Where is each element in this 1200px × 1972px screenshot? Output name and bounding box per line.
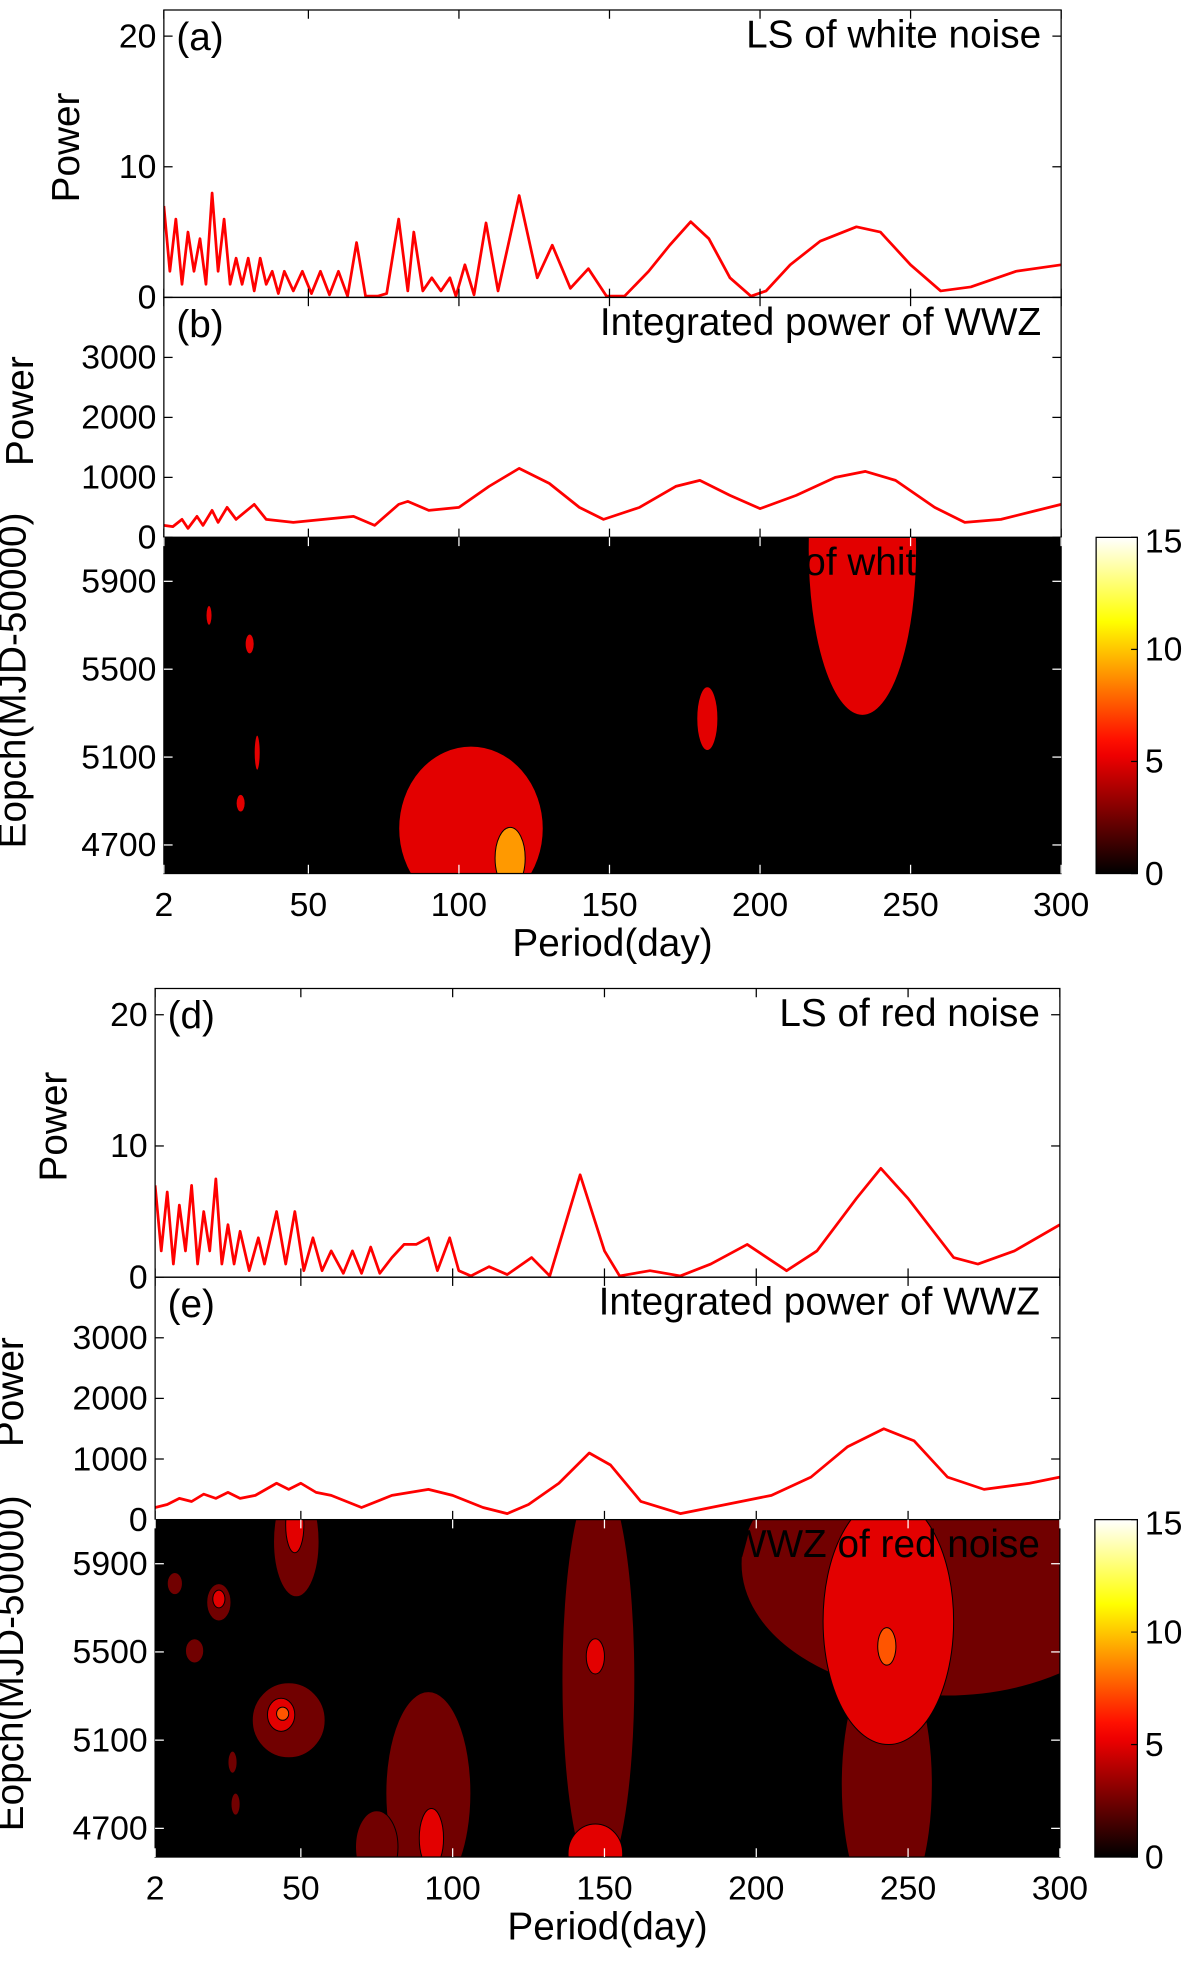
x-tick-label: 50 (290, 886, 328, 924)
contour-region (418, 1808, 445, 1858)
colorbar-tick-label: 5 (1145, 743, 1164, 781)
x-tick-label: 2 (154, 886, 173, 924)
contour-region (561, 1519, 636, 1858)
line (163, 191, 1062, 298)
contour-region (205, 604, 213, 626)
y-tick-label: 2000 (73, 1380, 148, 1418)
colorbar-tick-label: 15 (1145, 1505, 1183, 1543)
y-tick-label: 20 (119, 17, 157, 55)
x-tick-label: 300 (1033, 886, 1089, 924)
y-tick-label: 5100 (81, 738, 156, 776)
x-tick-label: 200 (728, 1870, 784, 1908)
contour-region (494, 826, 526, 874)
contour-region (585, 1638, 605, 1675)
panel-title: LS of red noise (779, 992, 1040, 1035)
y-axis-label: Power (0, 356, 42, 466)
contour-region (253, 734, 261, 771)
contour-region (184, 1638, 205, 1664)
panel-title: Integrated power of WWZ (600, 301, 1041, 344)
y-axis-label: Power (33, 1072, 76, 1182)
y-tick-label: 20 (110, 996, 148, 1034)
y-tick-label: 1000 (81, 459, 156, 497)
axes-frame (154, 1518, 1061, 1858)
contour-region (212, 1589, 226, 1609)
y-tick-label: 0 (138, 519, 157, 557)
y-tick-label: 3000 (73, 1319, 148, 1357)
x-tick-label: 150 (581, 886, 637, 924)
y-tick-label: 5900 (73, 1545, 148, 1583)
contour-region (235, 793, 246, 813)
contour-region (273, 1519, 320, 1598)
colorbar-tick-label: 10 (1145, 1613, 1183, 1651)
x-tick-label: 250 (880, 1870, 936, 1908)
panel-label: (b) (176, 303, 223, 346)
line (155, 1427, 1060, 1515)
y-tick-label: 0 (129, 1258, 148, 1296)
contour-region (567, 1823, 624, 1858)
y-axis-label: Power (45, 92, 88, 202)
y-axis-label: Eopch(MJD-50000) (0, 1495, 32, 1831)
panel-title: WWZ of white noise (697, 541, 1041, 584)
panel-title: Integrated power of WWZ (599, 1281, 1040, 1324)
x-tick-label: 300 (1032, 1870, 1088, 1908)
axes-frame (163, 536, 1062, 875)
panel-title: WWZ of red noise (730, 1523, 1040, 1566)
line (155, 1166, 1060, 1278)
x-axis-label: Period(day) (512, 922, 712, 965)
contour-region (244, 633, 255, 655)
colorbar (1094, 1518, 1138, 1858)
colorbar (1095, 536, 1138, 875)
y-tick-label: 0 (129, 1501, 148, 1539)
x-tick-label: 50 (282, 1870, 320, 1908)
contour-region (877, 1627, 897, 1666)
colorbar-tick-label: 15 (1145, 522, 1183, 560)
line (163, 467, 1062, 530)
y-tick-label: 3000 (81, 339, 156, 377)
panel-label: (a) (176, 16, 223, 59)
panel-label: (c) (176, 543, 221, 586)
colorbar-tick-label: 0 (1145, 855, 1164, 893)
y-axis-label: Power (0, 1337, 32, 1447)
y-tick-label: 0 (138, 279, 157, 317)
y-tick-label: 4700 (73, 1810, 148, 1848)
contour-region (385, 1691, 472, 1858)
x-tick-label: 100 (425, 1870, 481, 1908)
contour-region (227, 1750, 238, 1774)
panel-label: (d) (168, 994, 215, 1037)
x-tick-label: 100 (431, 886, 487, 924)
y-tick-label: 5500 (73, 1633, 148, 1671)
x-tick-label: 2 (146, 1870, 165, 1908)
y-tick-label: 5900 (81, 563, 156, 601)
contour-region (355, 1810, 399, 1858)
y-tick-label: 2000 (81, 399, 156, 437)
colorbar-tick-label: 5 (1145, 1726, 1164, 1764)
x-axis-label: Period(day) (507, 1906, 707, 1949)
contour-region (807, 537, 918, 716)
y-tick-label: 4700 (81, 826, 156, 864)
y-tick-label: 10 (119, 148, 157, 186)
contour-region (230, 1792, 241, 1816)
contour-region (285, 1519, 305, 1554)
colorbar-tick-label: 10 (1145, 631, 1183, 669)
y-axis-label: Eopch(MJD-50000) (0, 513, 34, 849)
contour-region (276, 1706, 290, 1721)
y-tick-label: 5100 (73, 1721, 148, 1759)
panel-label: (f) (168, 1526, 205, 1569)
x-tick-label: 250 (882, 886, 938, 924)
contour-region (166, 1572, 183, 1596)
contour-region (696, 686, 719, 751)
y-tick-label: 1000 (73, 1440, 148, 1478)
y-tick-label: 10 (110, 1127, 148, 1165)
x-tick-label: 200 (732, 886, 788, 924)
colorbar-tick-label: 0 (1145, 1838, 1164, 1876)
y-tick-label: 5500 (81, 650, 156, 688)
contour-background (163, 537, 1062, 874)
x-tick-label: 150 (576, 1870, 632, 1908)
panel-label: (e) (168, 1283, 215, 1326)
panel-title: LS of white noise (746, 13, 1041, 56)
